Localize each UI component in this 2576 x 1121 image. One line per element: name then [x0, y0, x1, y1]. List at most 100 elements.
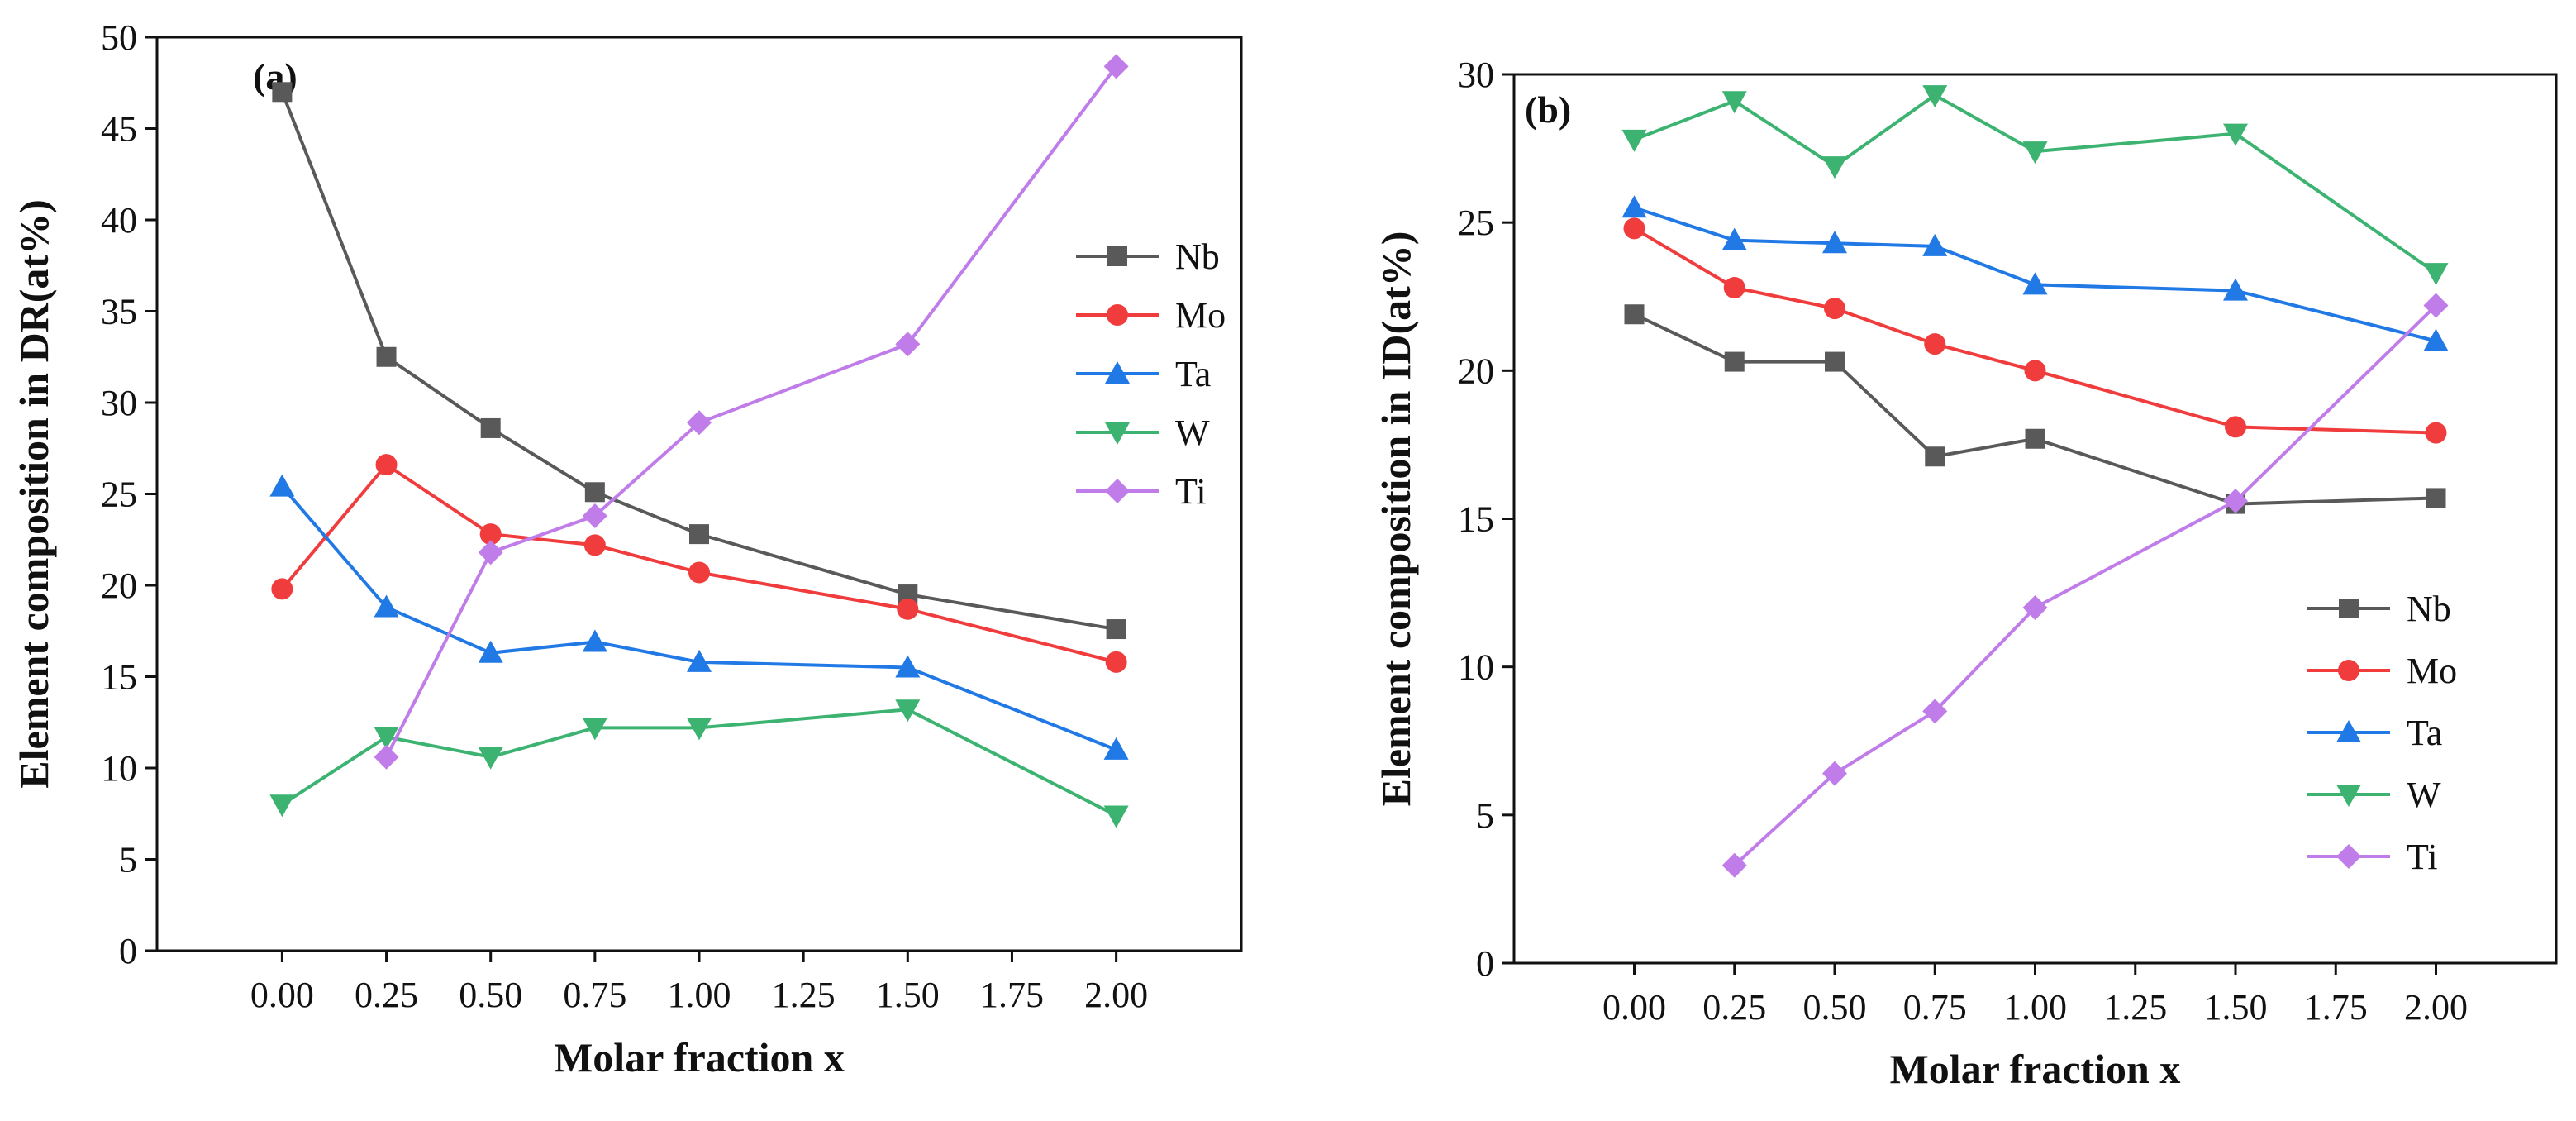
data-point-ta: [374, 594, 399, 618]
data-point-ta: [269, 474, 295, 497]
legend: Nb Mo Ta W Ti: [1076, 236, 1226, 512]
x-tick-label: 1.00: [2003, 987, 2067, 1028]
series-ti: [374, 54, 1129, 770]
x-axis-title: Molar fraction x: [554, 1034, 845, 1080]
data-point-mo: [1723, 277, 1745, 298]
x-axis-title: Molar fraction x: [1890, 1046, 2181, 1092]
y-tick-label: 35: [101, 292, 137, 332]
x-tick-label: 1.75: [980, 975, 1044, 1015]
data-point-nb: [1724, 351, 1745, 372]
data-point-w: [1103, 805, 1129, 828]
data-point-ta: [895, 655, 921, 678]
y-axis-title: Element composition in ID(at%): [1373, 231, 1419, 807]
data-point-nb: [689, 524, 709, 545]
plot-frame: [1512, 73, 2558, 965]
data-point-w: [582, 718, 607, 741]
data-point-w: [2223, 123, 2248, 146]
data-point-ta: [582, 629, 607, 652]
series-ta: [1621, 195, 2449, 351]
x-tick-label: 0.75: [563, 975, 626, 1015]
data-point-ta: [1721, 227, 1747, 250]
y-tick-label: 0: [1476, 943, 1494, 984]
series-line-nb: [280, 91, 1117, 632]
data-point-ta: [1822, 231, 1847, 254]
legend-marker-w: [2336, 785, 2361, 807]
data-point-mo: [1924, 333, 1946, 355]
data-point-w: [2022, 141, 2048, 165]
y-tick-label: 15: [101, 657, 137, 698]
data-point-mo: [1105, 651, 1127, 673]
data-point-ti: [478, 540, 503, 565]
legend-marker-mo: [2338, 660, 2359, 681]
y-tick-label: 25: [101, 475, 137, 515]
data-point-nb: [1624, 304, 1645, 325]
series-line-w: [1633, 93, 2437, 274]
series-line-ti: [1733, 304, 2437, 867]
legend-marker-ta: [1105, 361, 1130, 384]
data-point-ta: [1922, 233, 1948, 256]
legend-marker-w: [1105, 422, 1130, 445]
series-nb: [272, 82, 1126, 640]
data-point-w: [478, 747, 503, 770]
legend-label-nb: Nb: [2407, 589, 2451, 629]
data-point-ta: [687, 649, 712, 672]
data-point-mo: [2425, 422, 2447, 444]
series-mo: [1623, 217, 2447, 444]
y-tick-label: 10: [101, 748, 137, 789]
series-line-mo: [1633, 227, 2436, 435]
x-tick-label: 1.75: [2304, 987, 2368, 1028]
x-tick-label: 1.00: [668, 975, 731, 1015]
data-point-ti: [1922, 699, 1948, 724]
data-point-mo: [1824, 298, 1845, 320]
x-tick-label: 0.25: [1702, 987, 1766, 1028]
data-point-ti: [1822, 761, 1847, 786]
legend: Nb Mo Ta W Ti: [2307, 589, 2457, 877]
data-point-ta: [1103, 737, 1129, 760]
x-tick-label: 0.50: [1803, 987, 1867, 1028]
x-tick-label: 2.00: [2404, 987, 2468, 1028]
legend-marker-nb: [1107, 246, 1127, 266]
x-tick-label: 1.25: [2103, 987, 2167, 1028]
data-point-w: [374, 727, 399, 750]
x-tick-label: 1.50: [2204, 987, 2268, 1028]
chart-panel-a: 0 5 10 15 20 25 30 35 40 45 50 0.00 0.25 0.50 0.75 1.00…: [11, 17, 1243, 1080]
data-point-w: [1721, 91, 1747, 114]
data-point-w: [1621, 129, 1647, 152]
data-point-mo: [688, 561, 710, 584]
series-mo: [271, 454, 1127, 673]
series-ti: [1721, 293, 2449, 878]
y-tick-label: 5: [119, 840, 137, 880]
data-point-ti: [374, 744, 399, 770]
data-point-ti: [895, 332, 921, 357]
y-tick-label: 25: [1458, 203, 1494, 243]
data-point-nb: [1106, 619, 1126, 640]
legend-label-w: W: [2407, 775, 2441, 815]
data-point-ta: [478, 640, 503, 663]
series-w: [1621, 85, 2449, 286]
legend-label-mo: Mo: [1175, 295, 1226, 336]
data-point-ti: [2022, 595, 2048, 620]
y-tick-label: 20: [1458, 351, 1494, 391]
x-tick-label: 0.00: [1602, 987, 1666, 1028]
y-tick-label: 50: [101, 17, 137, 58]
legend-label-ti: Ti: [2407, 837, 2438, 877]
data-point-mo: [583, 534, 606, 556]
y-tick-label: 10: [1458, 647, 1494, 688]
data-point-ti: [2423, 293, 2449, 318]
y-tick-label: 0: [119, 931, 137, 971]
data-point-ti: [1721, 852, 1747, 878]
y-axis-title: Element composition in DR(at%): [11, 199, 57, 788]
legend-label-ti: Ti: [1175, 471, 1207, 512]
data-point-nb: [2025, 428, 2045, 449]
data-point-w: [2423, 263, 2449, 286]
data-point-ta: [1621, 195, 1647, 218]
legend-marker-ta: [2336, 720, 2361, 742]
y-tick-label: 15: [1458, 499, 1494, 540]
plot-frame: [155, 36, 1243, 952]
legend-marker-ti: [2336, 844, 2361, 869]
data-point-nb: [584, 482, 605, 503]
data-point-w: [269, 794, 295, 818]
data-point-w: [1822, 156, 1847, 179]
data-point-mo: [897, 598, 919, 620]
